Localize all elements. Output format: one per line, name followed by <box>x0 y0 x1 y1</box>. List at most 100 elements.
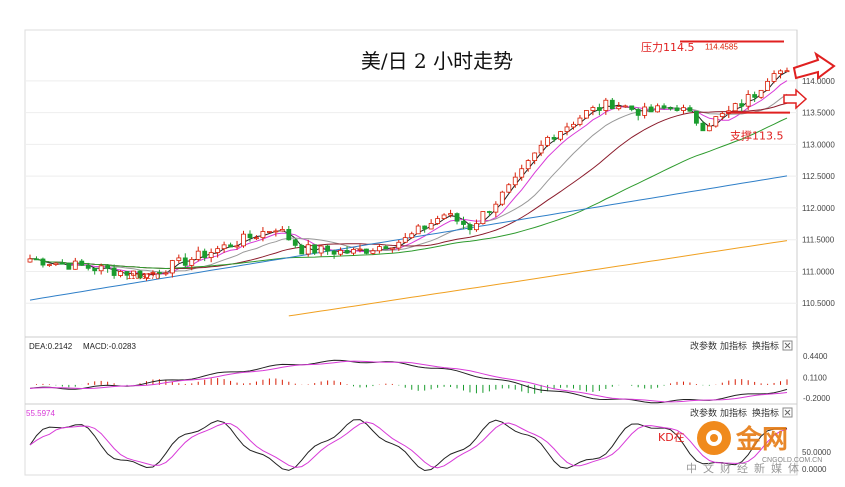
candle-body <box>396 241 402 249</box>
candle-body <box>629 105 635 110</box>
candle-body <box>221 244 227 250</box>
candle-body <box>681 107 686 111</box>
close-icon <box>784 409 791 416</box>
price-tick-label: 112.0000 <box>802 204 835 213</box>
candle-body <box>318 245 324 254</box>
candle-body <box>228 244 233 248</box>
candle-body <box>157 272 162 275</box>
kd-tick-1: 0.0000 <box>802 465 827 474</box>
small-arrow-icon <box>783 88 808 110</box>
candle-body <box>409 233 415 239</box>
candle-body <box>176 257 182 261</box>
price-gridlines <box>25 80 797 304</box>
candle-body <box>590 107 596 111</box>
candle-body <box>642 106 648 116</box>
kd-tool-params[interactable]: 改参数 <box>690 407 717 419</box>
candle-body <box>486 211 492 213</box>
high-price-label: 114.4585 <box>705 43 738 52</box>
candle-body <box>402 237 408 243</box>
candle-body <box>538 144 544 154</box>
brand-name: 金网 <box>735 424 788 455</box>
candle-body <box>545 136 551 146</box>
candle-body <box>758 89 764 98</box>
candle-body <box>461 220 466 225</box>
kd-value-label: 55.5974 <box>26 409 55 418</box>
candle-body <box>169 260 175 274</box>
candle-body <box>389 247 395 250</box>
candle-body <box>47 264 52 266</box>
candle-body <box>519 168 525 178</box>
price-tick-label: 113.0000 <box>802 140 835 149</box>
candle-body <box>706 125 712 132</box>
macd-dif-line <box>29 359 788 404</box>
ma-line-green <box>30 117 788 270</box>
watermark: 金网 CNGOLD.COM.CN 中文财经新媒体 <box>686 421 822 475</box>
candle-body <box>596 107 602 111</box>
candle-body <box>648 106 654 113</box>
candle-body <box>661 105 667 109</box>
candle-body <box>687 107 693 112</box>
low-price-label: 110.9270 <box>127 272 160 281</box>
candlestick-series <box>27 67 790 281</box>
candle-body <box>499 191 505 205</box>
kd-tool-add[interactable]: 加指标 <box>720 407 747 419</box>
candle-body <box>247 233 253 239</box>
kd-tool-switch[interactable]: 换指标 <box>752 407 779 419</box>
candle-body <box>609 99 615 110</box>
candle-body <box>66 263 72 270</box>
candle-body <box>305 244 311 255</box>
candle-body <box>111 267 117 276</box>
macd-series <box>29 359 788 404</box>
candle-body <box>234 245 240 248</box>
candle-body <box>506 184 512 193</box>
macd-tool-switch[interactable]: 换指标 <box>752 340 779 352</box>
support-label: 支撑113.5 <box>730 129 784 143</box>
price-y-ticks: 114.0000 113.5000 113.0000 112.5000 112.0000… <box>802 77 835 308</box>
candle-body <box>551 136 557 140</box>
candle-body <box>558 131 563 140</box>
candle-body <box>512 176 518 186</box>
candle-body <box>357 248 363 251</box>
close-icon <box>784 342 791 349</box>
candle-body <box>739 103 745 107</box>
candle-body <box>668 107 673 110</box>
candle-body <box>59 262 65 265</box>
price-tick-label: 110.5000 <box>802 299 835 308</box>
candle-body <box>745 94 751 107</box>
kd-annotation: KD在 <box>658 431 685 444</box>
candle-body <box>635 109 641 116</box>
candle-body <box>454 213 460 222</box>
candle-body <box>364 248 369 254</box>
candle-body <box>208 252 214 258</box>
candle-body <box>778 70 783 75</box>
ma-line-pink <box>30 80 788 275</box>
candle-body <box>752 94 758 98</box>
trend-arrow-icon <box>792 51 836 80</box>
price-tick-label: 114.0000 <box>802 77 835 86</box>
ma-line-orange <box>288 240 788 317</box>
price-tick-label: 113.5000 <box>802 109 835 118</box>
candle-body <box>351 249 356 254</box>
candle-body <box>254 237 259 240</box>
brand-site: CNGOLD.COM.CN <box>762 457 822 464</box>
candle-body <box>493 203 499 213</box>
candle-body <box>260 231 266 239</box>
candle-body <box>467 224 473 231</box>
candle-body <box>40 258 46 266</box>
candle-body <box>34 258 39 261</box>
candle-body <box>331 250 337 255</box>
macd-tool-add[interactable]: 加指标 <box>720 340 747 352</box>
candle-body <box>422 225 428 230</box>
candle-body <box>771 73 777 82</box>
candle-body <box>266 231 272 233</box>
macd-tool-params[interactable]: 改参数 <box>690 340 717 352</box>
candle-body <box>85 264 91 269</box>
macd-tick-0: 0.4400 <box>803 352 828 361</box>
candle-body <box>131 270 136 276</box>
candle-body <box>338 250 343 255</box>
chart-frame <box>24 29 798 476</box>
candle-body <box>428 223 434 230</box>
candle-body <box>299 244 305 255</box>
candle-body <box>532 152 538 161</box>
